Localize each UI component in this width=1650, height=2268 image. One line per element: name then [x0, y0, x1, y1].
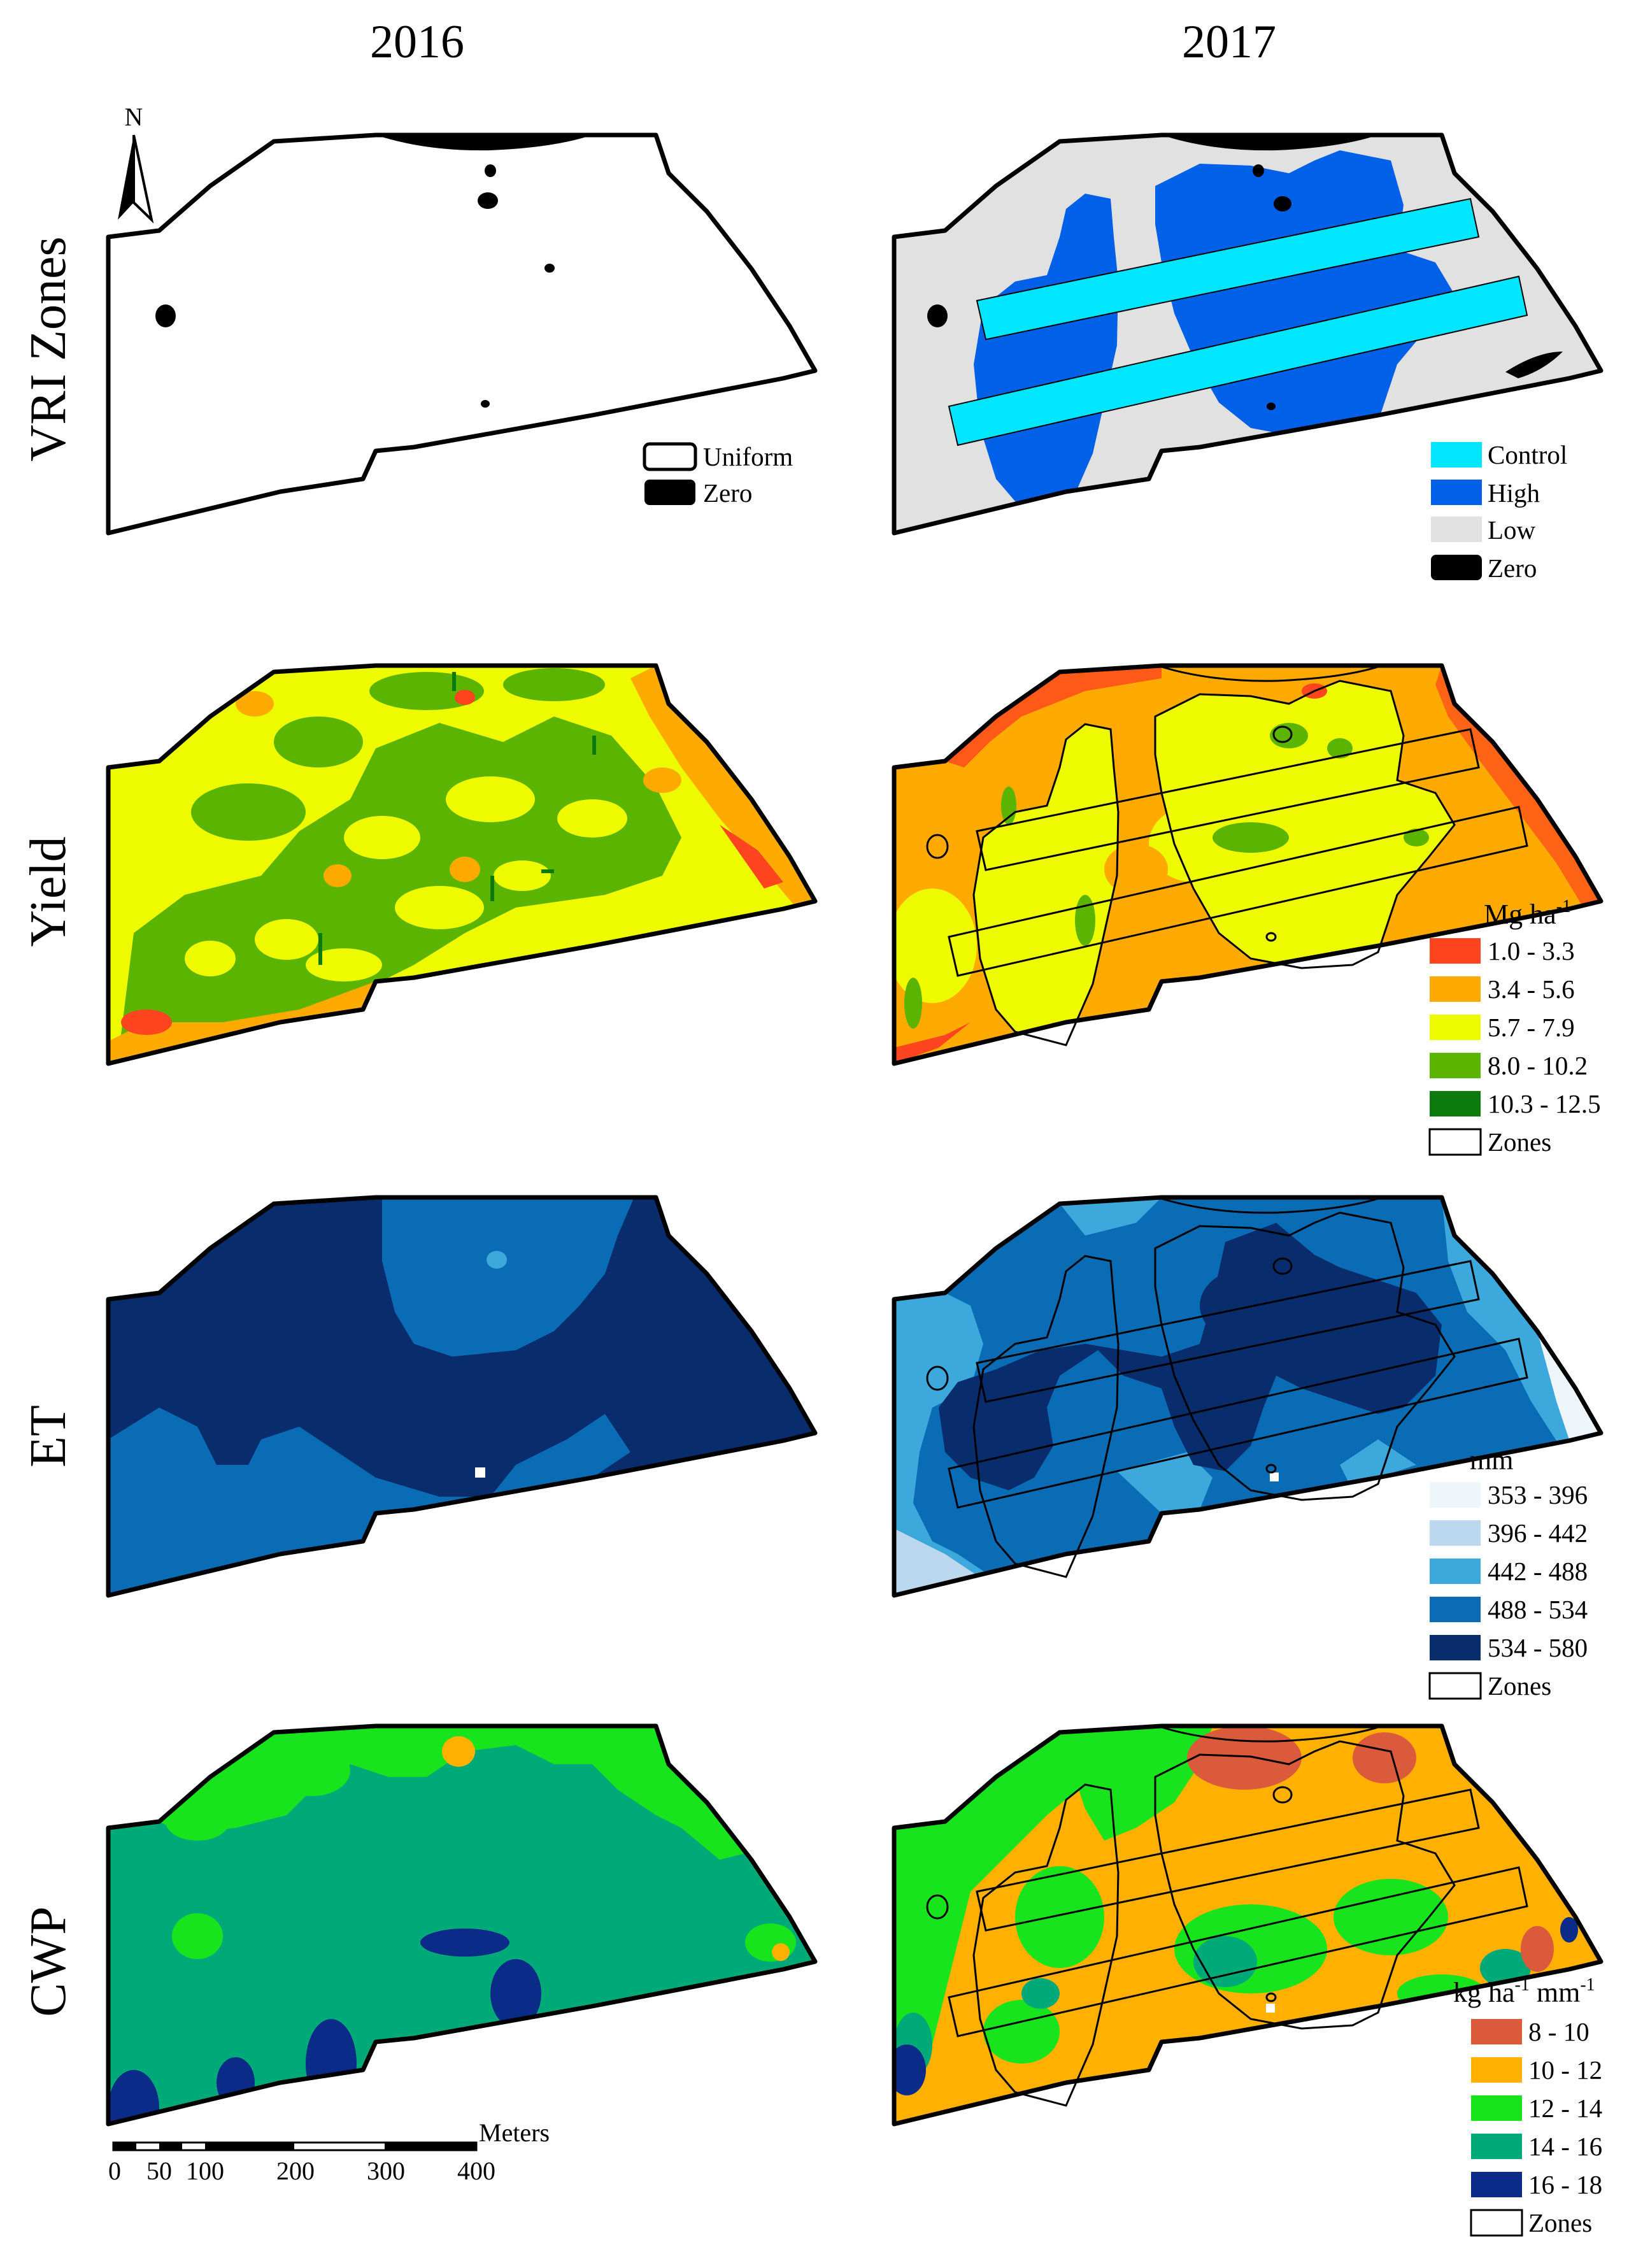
legend-label-cwp-2: 10 - 12	[1528, 2055, 1602, 2085]
zero-zone-spot	[481, 400, 490, 408]
legend-label-yield-5: 10.3 - 12.5	[1488, 1089, 1601, 1118]
legend-swatch-yield-3	[1430, 1015, 1481, 1040]
legend-label-yield-3: 5.7 - 7.9	[1488, 1013, 1575, 1042]
row-label-cwp: CWP	[20, 1906, 76, 2016]
zero-zone-spot	[1253, 164, 1264, 177]
legend-label-control: Control	[1488, 440, 1567, 469]
zero-zone-spot	[485, 164, 496, 177]
legend-swatch-cwp-4	[1471, 2134, 1522, 2159]
map-yield-2017	[892, 663, 1604, 1066]
legend-label-cwp-4: 14 - 16	[1528, 2132, 1602, 2161]
legend-swatch-yield-2	[1430, 976, 1481, 1002]
legend-yield-unit: Mg ha-1	[1484, 897, 1571, 930]
north-label: N	[125, 103, 143, 131]
legend-et: mm 353 - 396 396 - 442 442 - 488 488 - 5…	[1428, 1444, 1588, 1701]
legend-swatch-et-zones	[1428, 1672, 1482, 1700]
legend-label-cwp-5: 16 - 18	[1528, 2170, 1602, 2199]
north-arrow-icon: N	[118, 103, 154, 224]
zero-zone-area	[376, 135, 592, 151]
legend-swatch-cwp-2	[1471, 2057, 1522, 2083]
scale-tick-label: 400	[457, 2157, 495, 2185]
zone-outlines	[926, 1726, 1528, 2107]
scale-tick-label: 0	[108, 2157, 121, 2185]
row-label-et: ET	[20, 1405, 76, 1467]
legend-label-et-3: 442 - 488	[1488, 1557, 1588, 1586]
legend-swatch-yield-1	[1430, 938, 1481, 964]
column-title-2016: 2016	[370, 16, 464, 68]
zero-zone-spot	[1274, 196, 1291, 211]
legend-swatch-yield-zones	[1428, 1128, 1482, 1156]
zero-zone-spot	[1267, 403, 1276, 410]
legend-swatch-cwp-1	[1471, 2019, 1522, 2044]
legend-swatch-et-3	[1430, 1558, 1481, 1584]
scale-tick-label: 100	[186, 2157, 224, 2185]
scale-tick-label: 300	[367, 2157, 405, 2185]
column-title-2017: 2017	[1182, 16, 1276, 68]
legend-swatch-cwp-3	[1471, 2095, 1522, 2121]
legend-swatch-zero	[1431, 555, 1482, 580]
legend-label-et-2: 396 - 442	[1488, 1518, 1588, 1548]
scale-tick-label: 50	[146, 2157, 172, 2185]
map-cwp-2016	[106, 1723, 818, 2127]
legend-swatch-cwp-zones	[1470, 2209, 1523, 2237]
legend-swatch-yield-4	[1430, 1053, 1481, 1078]
row-label-yield: Yield	[20, 836, 76, 946]
zone-outlines	[926, 1197, 1528, 1578]
high-zone-west	[974, 194, 1118, 515]
scale-tick-label: 200	[276, 2157, 315, 2185]
legend-label-high: High	[1488, 478, 1540, 508]
legend-label-yield-zones: Zones	[1488, 1127, 1551, 1157]
legend-label-et-zones: Zones	[1488, 1671, 1551, 1701]
map-et-2016	[106, 1195, 818, 1598]
legend-swatch-et-1	[1430, 1482, 1481, 1508]
scale-bar-unit: Meters	[479, 2118, 550, 2147]
legend-label-zero: Zero	[1488, 553, 1537, 583]
legend-swatch-et-2	[1430, 1520, 1481, 1546]
legend-label-et-1: 353 - 396	[1488, 1480, 1588, 1509]
legend-et-unit: mm	[1470, 1444, 1513, 1476]
legend-swatch-cwp-5	[1471, 2172, 1522, 2197]
zero-zone-spot	[544, 264, 555, 273]
zero-zone-edge	[1505, 352, 1563, 378]
zone-outlines	[926, 666, 1528, 1046]
legend-cwp-unit: kg ha-1 mm-1	[1453, 1975, 1595, 2008]
legend-swatch-uniform	[643, 442, 697, 471]
legend-vri-2016: Uniform Zero	[643, 442, 793, 508]
zero-zone-area	[1162, 135, 1378, 151]
zero-zone-spot	[478, 192, 498, 209]
legend-label-yield-1: 1.0 - 3.3	[1488, 936, 1575, 966]
control-strips	[948, 197, 1528, 446]
legend-cwp: kg ha-1 mm-1 8 - 10 10 - 12 12 - 14 14 -…	[1453, 1975, 1602, 2237]
zero-zone-spot	[927, 304, 948, 327]
legend-label-et-5: 534 - 580	[1488, 1633, 1588, 1662]
scale-bar: Meters 0 50 100 200 300 400	[108, 2118, 550, 2185]
legend-swatch-high	[1431, 480, 1482, 505]
legend-label-cwp-zones: Zones	[1528, 2208, 1592, 2237]
legend-label-et-4: 488 - 534	[1488, 1595, 1588, 1624]
row-label-vri-zones: VRI Zones	[20, 236, 76, 461]
legend-label-low: Low	[1488, 515, 1536, 545]
legend-label-cwp-3: 12 - 14	[1528, 2093, 1602, 2123]
legend-yield: Mg ha-1 1.0 - 3.3 3.4 - 5.6 5.7 - 7.9 8.…	[1428, 897, 1601, 1157]
legend-label-uniform: Uniform	[703, 442, 793, 471]
legend-label-yield-2: 3.4 - 5.6	[1488, 974, 1575, 1004]
legend-vri-2017: Control High Low Zero	[1431, 440, 1567, 583]
legend-swatch-control	[1431, 442, 1482, 467]
map-yield-2016	[106, 663, 818, 1066]
zero-zone-spot	[155, 304, 176, 327]
legend-swatch-et-4	[1430, 1597, 1481, 1622]
legend-label-zero: Zero	[703, 478, 752, 508]
legend-label-yield-4: 8.0 - 10.2	[1488, 1051, 1588, 1080]
legend-swatch-low	[1431, 517, 1482, 542]
legend-swatch-yield-5	[1430, 1091, 1481, 1116]
legend-swatch-zero	[644, 480, 695, 505]
legend-label-cwp-1: 8 - 10	[1528, 2017, 1590, 2046]
legend-swatch-et-5	[1430, 1635, 1481, 1660]
